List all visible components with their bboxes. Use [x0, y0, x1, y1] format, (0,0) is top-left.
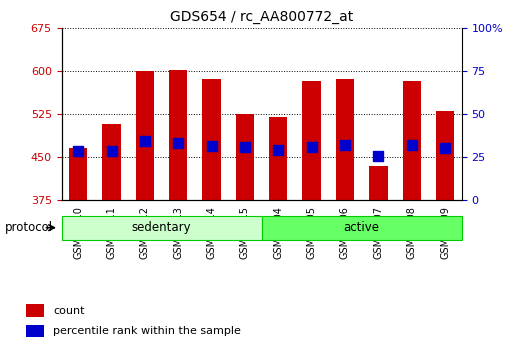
Bar: [403, 80, 421, 200]
Bar: [103, 124, 121, 200]
Point: [374, 154, 382, 159]
Point: [441, 145, 449, 150]
Point: [207, 143, 215, 149]
Bar: [303, 80, 321, 200]
Text: active: active: [344, 221, 380, 234]
Text: protocol: protocol: [5, 221, 53, 234]
Bar: [203, 79, 221, 200]
Point: [307, 144, 315, 149]
Point: [274, 147, 282, 153]
Point: [341, 143, 349, 148]
FancyBboxPatch shape: [262, 216, 462, 240]
Bar: [69, 148, 87, 200]
Bar: [26, 325, 44, 337]
Bar: [369, 166, 387, 200]
Point: [107, 148, 115, 154]
Point: [407, 142, 416, 148]
Point: [241, 144, 249, 149]
Bar: [136, 71, 154, 200]
Text: count: count: [53, 306, 85, 315]
Bar: [26, 304, 44, 317]
Point: [74, 148, 82, 154]
FancyBboxPatch shape: [62, 216, 262, 240]
Text: sedentary: sedentary: [132, 221, 191, 234]
Point: [174, 140, 182, 145]
Bar: [236, 114, 254, 200]
Bar: [169, 70, 187, 200]
Title: GDS654 / rc_AA800772_at: GDS654 / rc_AA800772_at: [170, 10, 353, 24]
Point: [141, 139, 149, 144]
Bar: [436, 111, 454, 200]
Bar: [336, 79, 354, 200]
Bar: [269, 117, 287, 200]
Text: percentile rank within the sample: percentile rank within the sample: [53, 326, 241, 336]
